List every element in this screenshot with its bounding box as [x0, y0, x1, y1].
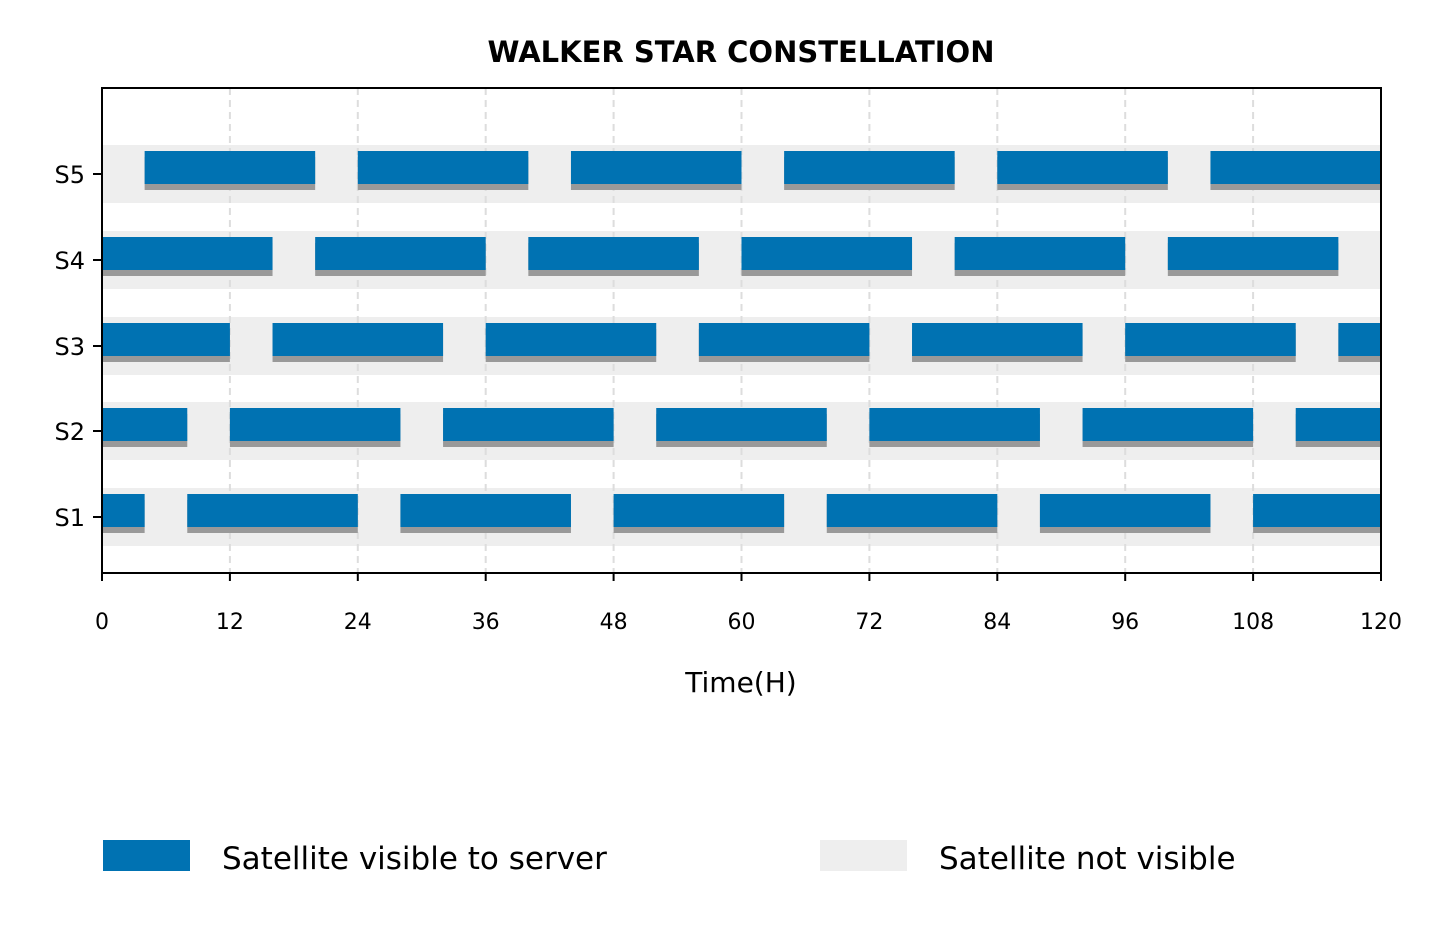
bar-s3-5: [1125, 323, 1296, 356]
x-tick-label-12: 12: [216, 610, 244, 635]
bar-s4-4: [954, 237, 1126, 270]
x-tick-label-108: 108: [1232, 610, 1274, 635]
x-tick-label-36: 36: [472, 610, 500, 635]
bar-s3-2: [485, 323, 657, 356]
x-axis-ticks: 0 12 24 36 48 60 72 84 96 108 120: [95, 573, 1402, 635]
bar-s3-3: [698, 323, 870, 356]
bar-s4-2: [528, 237, 699, 270]
bar-s3-1: [272, 323, 444, 356]
bar-s2-3: [656, 408, 827, 441]
bar-s2-1: [229, 408, 401, 441]
bar-s1-0: [102, 494, 145, 527]
bar-s2-5: [1082, 408, 1254, 441]
bar-s5-2: [570, 151, 742, 184]
bar-s1-5: [1039, 494, 1211, 527]
x-tick-label-60: 60: [728, 610, 756, 635]
visibility-bars: [102, 151, 1381, 533]
y-tick-label-s2: S2: [54, 418, 85, 446]
bar-s2-4: [869, 408, 1040, 441]
bar-s5-4: [997, 151, 1168, 184]
bar-s1-1: [187, 494, 358, 527]
x-tick-label-24: 24: [344, 610, 372, 635]
bar-s1-6: [1253, 494, 1381, 527]
legend-swatch-0: [103, 840, 190, 871]
x-tick-label-96: 96: [1111, 610, 1139, 635]
bar-s5-3: [784, 151, 955, 184]
bar-s2-0: [102, 408, 188, 441]
bar-s3-0: [102, 323, 230, 356]
y-tick-label-s3: S3: [54, 333, 85, 361]
bar-s1-2: [400, 494, 571, 527]
legend: Satellite visible to server Satellite not…: [103, 840, 1236, 877]
legend-label-1: Satellite not visible: [939, 841, 1236, 877]
bar-s5-5: [1210, 151, 1381, 184]
bar-s4-3: [741, 237, 913, 270]
x-tick-label-120: 120: [1360, 610, 1402, 635]
bar-s4-5: [1167, 237, 1339, 270]
y-tick-label-s4: S4: [54, 247, 85, 275]
bar-s5-0: [144, 151, 316, 184]
x-tick-label-0: 0: [95, 610, 109, 635]
bar-s1-3: [613, 494, 785, 527]
x-tick-label-48: 48: [600, 610, 628, 635]
y-tick-label-s5: S5: [54, 161, 85, 189]
bar-s2-2: [443, 408, 614, 441]
chart-title: WALKER STAR CONSTELLATION: [488, 35, 995, 69]
y-axis-ticks: S1 S2 S3 S4 S5: [54, 161, 102, 532]
y-tick-label-s1: S1: [54, 504, 85, 532]
bar-s2-6: [1295, 408, 1381, 441]
bar-s3-4: [912, 323, 1083, 356]
x-tick-label-84: 84: [983, 610, 1011, 635]
legend-label-0: Satellite visible to server: [222, 841, 607, 877]
bar-s5-1: [357, 151, 529, 184]
legend-swatch-1: [820, 840, 907, 871]
x-axis-label: Time(H): [684, 666, 796, 699]
x-tick-label-72: 72: [855, 610, 883, 635]
bar-s4-0: [102, 237, 273, 270]
bar-s3-6: [1338, 323, 1381, 356]
bar-s1-4: [826, 494, 998, 527]
bar-s4-1: [315, 237, 486, 270]
